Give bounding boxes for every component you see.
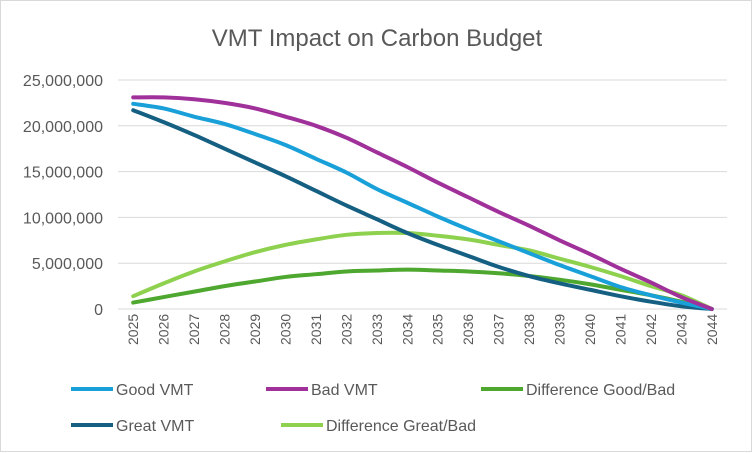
legend-label: Difference Great/Bad: [326, 418, 476, 435]
y-tick-label: 20,000,000: [23, 119, 103, 136]
x-tick-label: 2043: [673, 314, 689, 345]
chart-title: VMT Impact on Carbon Budget: [212, 25, 543, 52]
legend-item: Difference Great/Bad: [281, 418, 476, 435]
x-tick-label: 2029: [247, 314, 263, 345]
x-tick-label: 2037: [491, 314, 507, 345]
legend-item: Good VMT: [71, 382, 194, 399]
x-tick-label: 2036: [460, 314, 476, 345]
x-tick-label: 2032: [338, 314, 354, 345]
series-line-difference-good-bad: [131, 267, 714, 311]
legend-label: Great VMT: [116, 418, 194, 435]
legend-item: Great VMT: [71, 418, 194, 435]
x-tick-label: 2044: [704, 314, 720, 345]
x-tick-label: 2033: [369, 314, 385, 345]
legend-label: Bad VMT: [311, 382, 378, 399]
legend-label: Good VMT: [116, 382, 194, 399]
legend-item: Difference Good/Bad: [481, 382, 675, 399]
x-tick-label: 2041: [612, 314, 628, 345]
y-tick-label: 0: [94, 302, 103, 319]
y-tick-label: 10,000,000: [23, 210, 103, 227]
y-tick-label: 25,000,000: [23, 73, 103, 90]
legend-item: Bad VMT: [266, 382, 378, 399]
x-tick-label: 2027: [186, 314, 202, 345]
legend-label: Difference Good/Bad: [526, 382, 675, 399]
series-line-difference-great-bad: [131, 230, 714, 311]
x-tick-label: 2025: [125, 314, 141, 345]
x-tick-label: 2028: [217, 314, 233, 345]
series-line-great-vmt: [131, 108, 714, 311]
x-tick-label: 2034: [399, 314, 415, 345]
x-tick-label: 2031: [308, 314, 324, 345]
x-tick-label: 2042: [643, 314, 659, 345]
x-tick-label: 2038: [521, 314, 537, 345]
x-tick-label: 2035: [430, 314, 446, 345]
series-line-bad-vmt: [131, 95, 714, 311]
y-tick-label: 15,000,000: [23, 165, 103, 182]
x-tick-label: 2040: [582, 314, 598, 345]
series-line-good-vmt: [131, 101, 714, 311]
x-tick-label: 2039: [552, 314, 568, 345]
x-tick-label: 2026: [156, 314, 172, 345]
x-tick-label: 2030: [277, 314, 293, 345]
y-tick-label: 5,000,000: [32, 256, 103, 273]
